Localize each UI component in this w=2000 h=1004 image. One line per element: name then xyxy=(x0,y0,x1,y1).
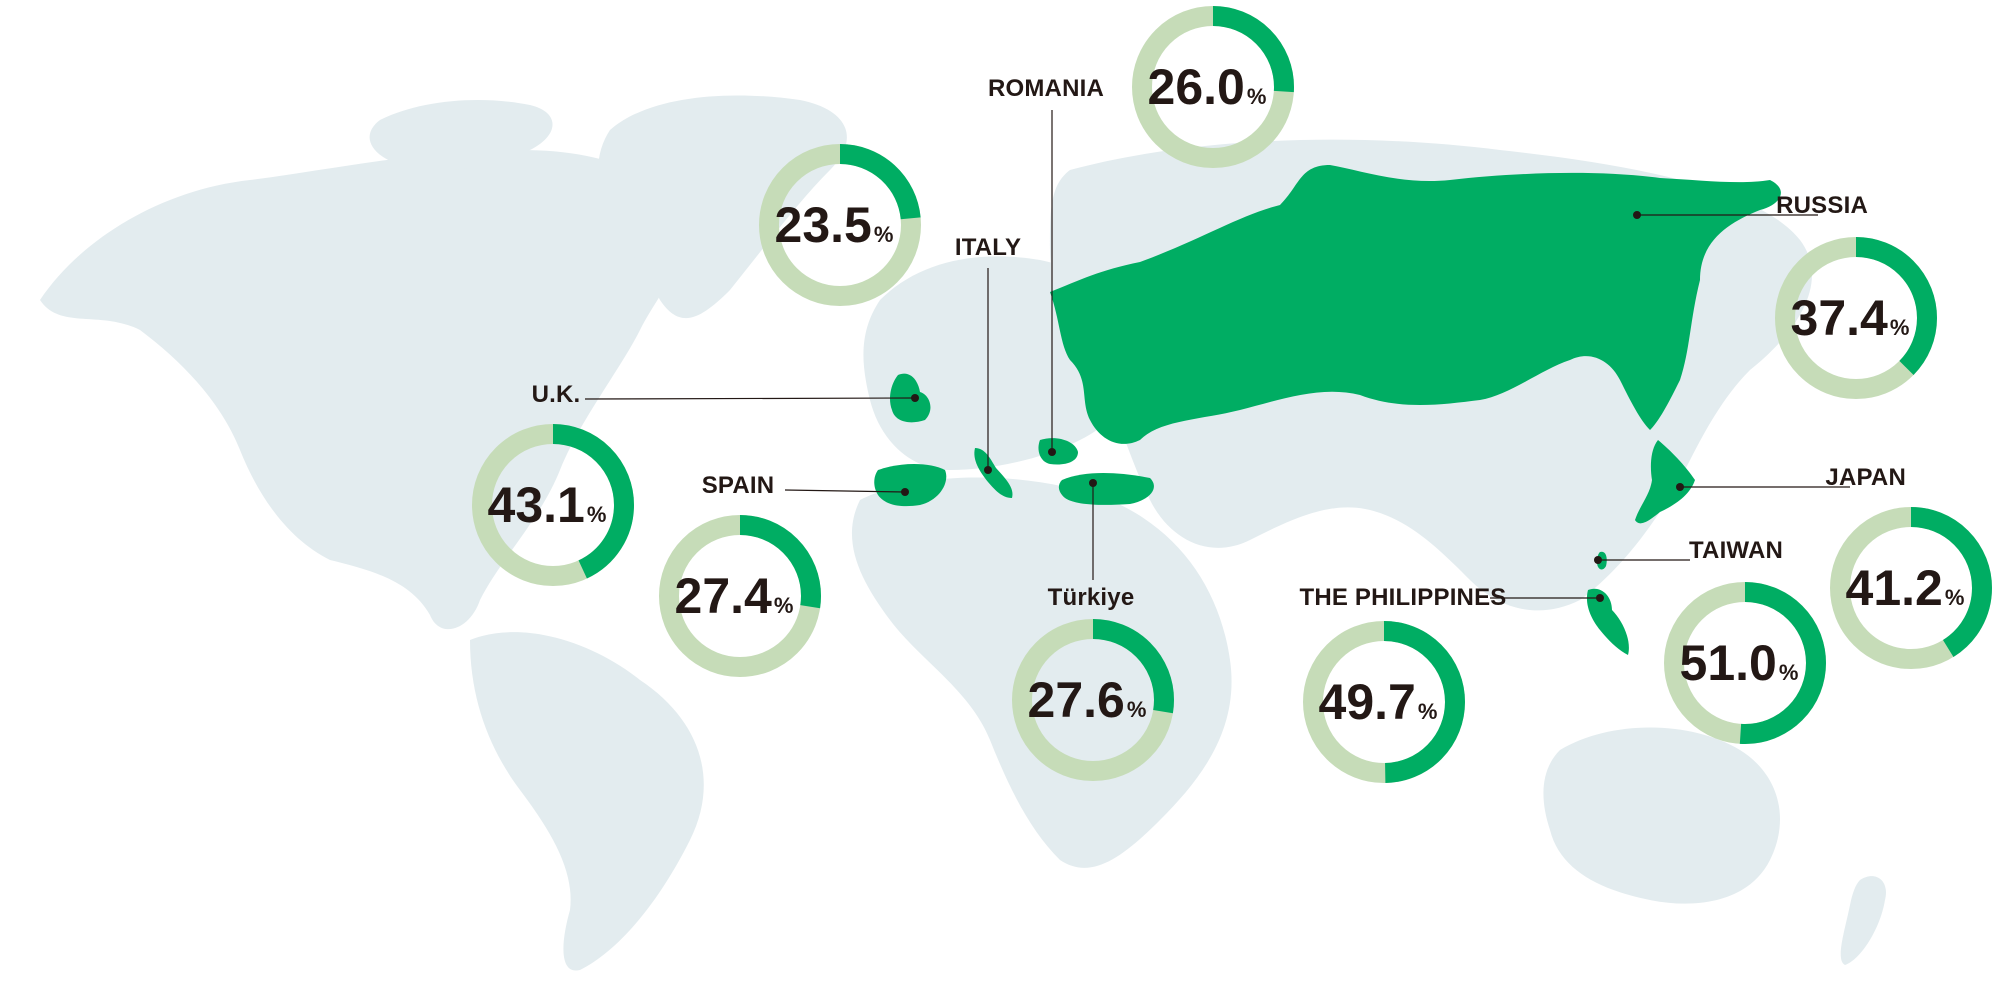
donut-number-spain: 27.4 xyxy=(675,568,773,624)
country-label-romania: ROMANIA xyxy=(988,75,1104,102)
donut-number-uk: 43.1 xyxy=(488,477,585,533)
donut-fill-uk xyxy=(472,424,634,586)
donut-unit-russia: % xyxy=(1890,315,1910,340)
country-label-japan: JAPAN xyxy=(1825,464,1906,491)
location-dot-turkiye xyxy=(1089,479,1097,487)
donut-unit-uk: % xyxy=(587,502,607,527)
location-dot-russia xyxy=(1633,211,1641,219)
country-label-turkiye: Türkiye xyxy=(1048,584,1135,611)
donut-unit-spain: % xyxy=(774,593,794,618)
country-shape-spain xyxy=(874,464,947,507)
donut-number-italy: 23.5 xyxy=(775,197,872,253)
country-label-philippines: THE PHILIPPINES xyxy=(1299,584,1506,611)
donut-unit-romania: % xyxy=(1247,84,1267,109)
donut-russia: 37.4% xyxy=(1775,237,1937,399)
donut-philippines: 49.7% xyxy=(1303,621,1465,783)
leader-lines xyxy=(584,110,1850,602)
donut-value-italy: 23.5% xyxy=(775,197,894,253)
highlighted-countries xyxy=(874,165,1781,655)
location-dot-taiwan xyxy=(1594,556,1602,564)
donut-unit-japan: % xyxy=(1945,585,1965,610)
donut-value-philippines: 49.7% xyxy=(1319,674,1438,730)
donut-number-philippines: 49.7 xyxy=(1319,674,1416,730)
donut-unit-turkiye: % xyxy=(1127,697,1147,722)
leader-line-spain xyxy=(784,489,906,493)
location-dot-japan xyxy=(1676,483,1684,491)
donut-italy: 23.5% xyxy=(759,144,921,306)
donut-fill-taiwan xyxy=(1664,582,1826,744)
north-america-landmass xyxy=(40,150,686,630)
location-dot-romania xyxy=(1048,448,1056,456)
greenland-landmass xyxy=(598,95,847,319)
location-dot-italy xyxy=(984,466,992,474)
country-shape-philippines xyxy=(1586,588,1629,655)
country-shape-japan xyxy=(1635,440,1695,524)
donut-uk: 43.1% xyxy=(472,424,634,586)
donut-value-uk: 43.1% xyxy=(488,477,607,533)
donut-romania: 26.0% xyxy=(1132,6,1294,168)
donut-number-turkiye: 27.6 xyxy=(1028,672,1125,728)
donut-fill-japan xyxy=(1830,507,1992,669)
donut-taiwan: 51.0% xyxy=(1664,582,1826,744)
donut-number-russia: 37.4 xyxy=(1791,290,1889,346)
country-label-russia: RUSSIA xyxy=(1776,192,1868,219)
donut-fill-romania xyxy=(1132,6,1294,168)
africa-landmass xyxy=(851,477,1232,868)
country-label-taiwan: TAIWAN xyxy=(1689,537,1783,564)
madagascar-landmass xyxy=(1175,718,1207,790)
country-labels: U.K. SPAIN ITALY ROMANIA Türkiye RUSSIA JAPAN T… xyxy=(532,75,1906,611)
new-zealand-landmass xyxy=(1840,876,1886,965)
leader-line-uk xyxy=(584,397,916,400)
arctic-islands-landmass xyxy=(369,100,553,170)
country-shape-turkiye xyxy=(1058,473,1154,505)
donut-fill-italy xyxy=(759,144,921,306)
donut-japan: 41.2% xyxy=(1830,507,1992,669)
south-america-landmass xyxy=(470,632,704,971)
donut-turkiye: 27.6% xyxy=(1012,619,1174,781)
donut-fill-russia xyxy=(1775,237,1937,399)
donut-spain: 27.4% xyxy=(659,515,821,677)
country-label-spain: SPAIN xyxy=(702,472,775,499)
donut-fill-spain xyxy=(659,515,821,677)
donut-charts: 43.1%27.4%23.5%26.0%27.6%37.4%41.2%51.0%… xyxy=(472,6,1992,783)
donut-unit-taiwan: % xyxy=(1779,660,1799,685)
donut-value-russia: 37.4% xyxy=(1791,290,1910,346)
donut-fill-turkiye xyxy=(1012,619,1174,781)
land-masses xyxy=(40,95,1886,971)
donut-value-turkiye: 27.6% xyxy=(1028,672,1147,728)
country-label-uk: U.K. xyxy=(532,381,581,408)
donut-value-taiwan: 51.0% xyxy=(1680,635,1799,691)
location-dot-uk xyxy=(911,394,919,402)
location-dot-philippines xyxy=(1596,594,1604,602)
donut-fill-philippines xyxy=(1303,621,1465,783)
location-dot-spain xyxy=(901,488,909,496)
country-shape-italy xyxy=(974,448,1013,498)
country-shape-russia xyxy=(1050,165,1781,444)
donut-unit-italy: % xyxy=(874,222,894,247)
donut-value-japan: 41.2% xyxy=(1846,560,1965,616)
country-label-italy: ITALY xyxy=(955,234,1021,261)
donut-value-spain: 27.4% xyxy=(675,568,794,624)
donut-unit-philippines: % xyxy=(1418,699,1438,724)
australia-landmass xyxy=(1543,727,1780,904)
donut-value-romania: 26.0% xyxy=(1148,59,1267,115)
donut-number-romania: 26.0 xyxy=(1148,59,1245,115)
donut-number-taiwan: 51.0 xyxy=(1680,635,1777,691)
country-shape-romania xyxy=(1038,438,1078,465)
donut-number-japan: 41.2 xyxy=(1846,560,1943,616)
